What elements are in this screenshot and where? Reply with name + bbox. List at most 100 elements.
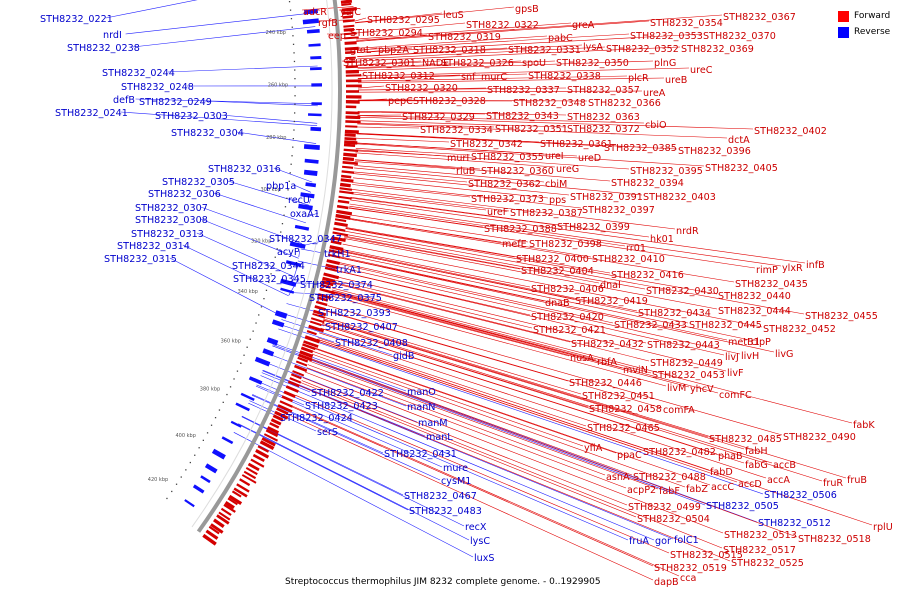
- forward-label-line: [300, 382, 637, 518]
- forward-label-line: [357, 47, 413, 53]
- forward-feature: [325, 263, 339, 270]
- forward-feature: [250, 458, 265, 468]
- forward-label-line: [335, 276, 727, 372]
- forward-feature: [319, 287, 336, 295]
- forward-gene-label: plcR: [628, 73, 649, 84]
- reverse-gene-label: STH8232_0407: [325, 322, 398, 333]
- forward-gene-label: STH8232_0301: [343, 58, 416, 69]
- forward-gene-label: STH8232_0343: [486, 111, 559, 122]
- reverse-gene-label: manO: [407, 387, 436, 398]
- forward-gene-label: fabF: [659, 486, 680, 497]
- forward-label-line: [357, 116, 754, 130]
- forward-label-line: [357, 77, 665, 84]
- forward-gene-label: STH8232_0385: [604, 143, 677, 154]
- forward-label-line: [331, 291, 623, 369]
- forward-gene-label: lysA: [583, 42, 603, 53]
- tick-mark: [274, 256, 276, 258]
- forward-feature: [289, 377, 302, 384]
- forward-feature: [317, 296, 329, 302]
- reverse-gene-label: fruA: [629, 536, 649, 547]
- forward-gene-label: STH8232_0369: [681, 44, 754, 55]
- forward-gene-label: STH8232_0513: [724, 530, 797, 541]
- forward-gene-label: comFC: [719, 390, 752, 401]
- reverse-gene-label: luxS: [474, 553, 495, 564]
- reverse-label-line: [301, 237, 335, 247]
- forward-gene-label: STH8232_0420: [531, 312, 604, 323]
- forward-feature-track: [202, 0, 362, 546]
- forward-gene-label: rr01: [626, 243, 646, 254]
- reverse-gene-label: oxaA1: [290, 209, 320, 220]
- forward-gene-label: STH8232_0348: [513, 98, 586, 109]
- forward-gene-label: nrdR: [676, 226, 699, 237]
- forward-feature: [281, 395, 294, 403]
- forward-gene-label: ureA: [643, 88, 666, 99]
- forward-gene-label: fruR: [823, 478, 843, 489]
- tick-mark: [233, 378, 235, 380]
- forward-label-line: [357, 75, 628, 82]
- reverse-label-line: [257, 381, 629, 541]
- forward-label-line: [353, 173, 570, 196]
- forward-gene-label: STH8232_0367: [723, 12, 796, 23]
- forward-label-line: [350, 199, 806, 264]
- forward-feature: [298, 353, 313, 362]
- forward-gene-label: cbiM: [545, 179, 567, 190]
- reverse-feature: [262, 348, 275, 357]
- forward-label-line: [351, 191, 510, 212]
- tick-mark: [243, 354, 245, 356]
- forward-label-lines: [287, 6, 873, 581]
- forward-feature: [315, 300, 328, 307]
- tick-label: 260 kbp: [268, 83, 288, 89]
- forward-feature: [345, 79, 362, 83]
- forward-gene-label: acpP2: [627, 485, 656, 496]
- tick-mark: [289, 172, 291, 174]
- tick-mark: [218, 409, 221, 411]
- forward-label-line: [356, 132, 678, 150]
- reverse-gene-label: STH8232_0244: [102, 68, 175, 79]
- reverse-feature: [310, 56, 322, 60]
- tick-mark: [246, 346, 248, 348]
- tick-mark: [206, 432, 209, 434]
- forward-gene-label: STH8232_0517: [723, 545, 796, 556]
- forward-gene-label: comFA: [663, 405, 695, 416]
- forward-gene-label: dapB: [654, 577, 679, 588]
- forward-label-line: [356, 20, 650, 42]
- tick-mark: [265, 289, 268, 291]
- forward-label-line: [344, 235, 600, 284]
- forward-gene-label: STH8232_0433: [614, 320, 687, 331]
- forward-feature: [344, 129, 359, 134]
- forward-gene-label: STH8232_0361: [540, 139, 613, 150]
- forward-gene-label: STH8232_0394: [611, 178, 684, 189]
- forward-gene-label: ureC: [690, 65, 713, 76]
- reverse-feature: [289, 241, 306, 249]
- forward-gene-label: livF: [727, 368, 744, 379]
- forward-gene-label: ureG: [556, 164, 579, 175]
- forward-label-line: [355, 152, 556, 168]
- reverse-gene-label: STH8232_0467: [404, 491, 477, 502]
- tick-mark: [226, 393, 228, 396]
- reverse-label-line: [132, 26, 316, 48]
- forward-label-line: [309, 360, 659, 490]
- reverse-gene-label: STH8232_0344: [232, 261, 305, 272]
- forward-label-line: [357, 112, 486, 115]
- forward-label-line: [357, 99, 588, 102]
- forward-gene-label: fabK: [853, 420, 875, 431]
- reverse-gene-label: STH8232_0304: [171, 128, 244, 139]
- forward-gene-label: cca: [680, 573, 696, 584]
- forward-feature: [297, 356, 309, 363]
- forward-feature: [310, 317, 325, 324]
- forward-gene-label: infB: [806, 260, 825, 271]
- forward-feature: [304, 335, 320, 344]
- forward-feature: [342, 11, 353, 15]
- forward-label-line: [311, 353, 686, 488]
- forward-gene-label: STH8232_0490: [783, 432, 856, 443]
- forward-feature: [335, 213, 351, 220]
- forward-gene-label: accD: [738, 479, 762, 490]
- forward-label-line: [356, 22, 572, 40]
- forward-feature: [303, 340, 319, 348]
- forward-gene-label: STH8232_0451: [582, 391, 655, 402]
- reverse-label-line: [281, 319, 393, 356]
- forward-gene-label: murC: [481, 72, 507, 83]
- forward-label-line: [345, 227, 516, 258]
- forward-feature: [338, 195, 352, 200]
- forward-feature: [216, 514, 230, 525]
